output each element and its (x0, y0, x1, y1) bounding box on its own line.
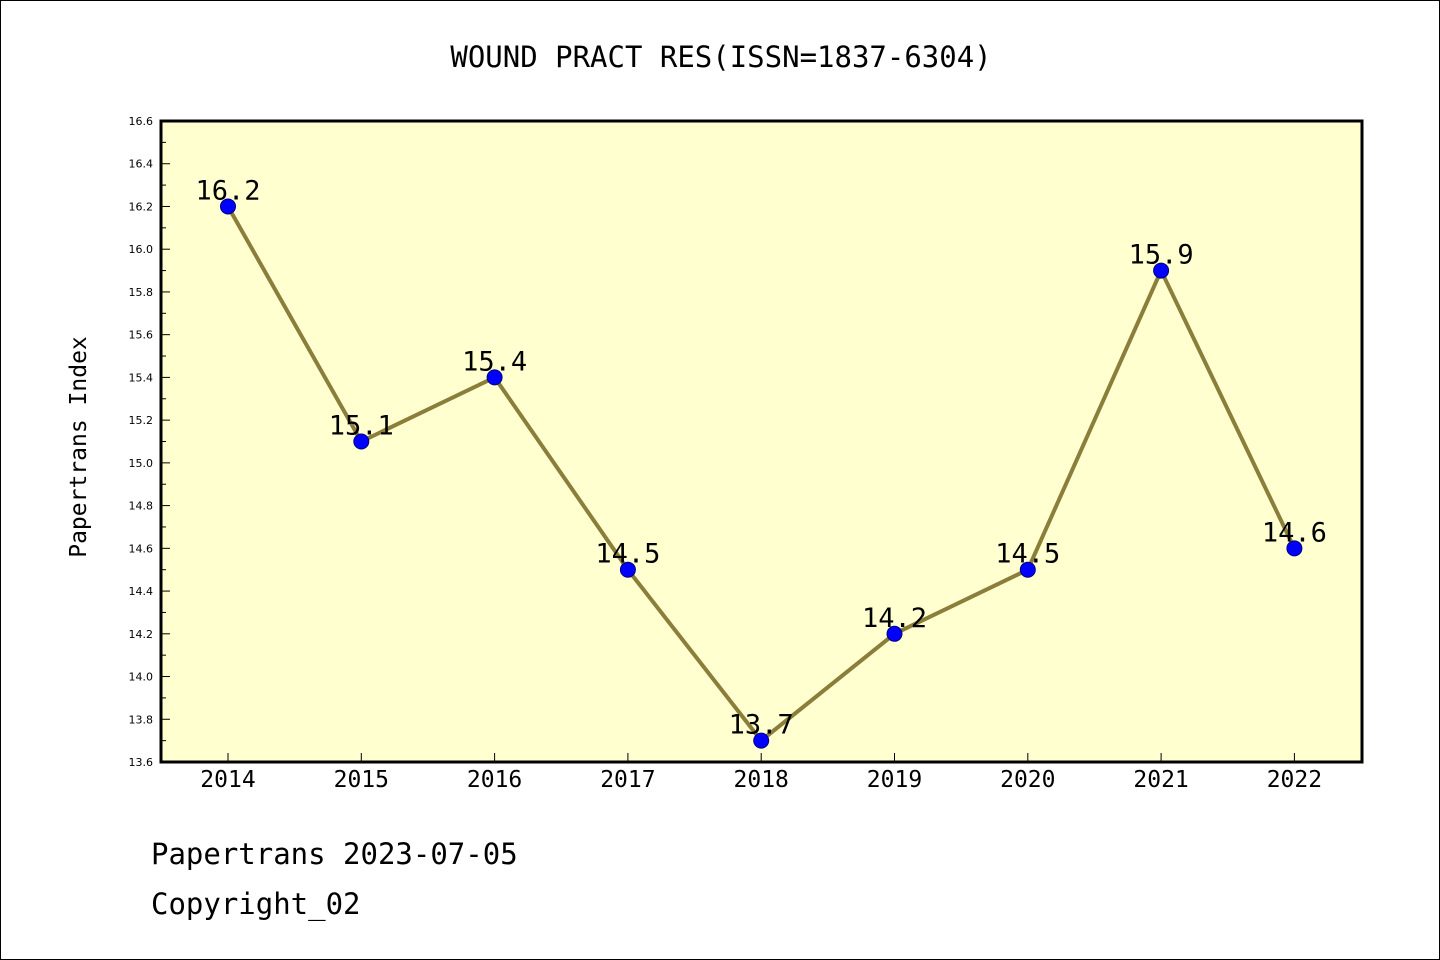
x-tick-label: 2020 (1000, 767, 1055, 793)
data-point (486, 369, 503, 386)
x-tick-label: 2022 (1267, 767, 1322, 793)
y-tick-label: 13.8 (129, 713, 154, 726)
y-tick-label: 16.4 (129, 158, 154, 171)
data-point (1019, 561, 1036, 578)
footer-date: Papertrans 2023-07-05 (151, 837, 518, 871)
data-label: 13.7 (729, 710, 794, 741)
data-label: 14.2 (862, 603, 927, 634)
x-tick-label: 2016 (467, 767, 522, 793)
data-label: 14.5 (595, 539, 660, 570)
x-tick-label: 2018 (734, 767, 789, 793)
y-tick-label: 16.0 (129, 243, 154, 256)
plot-area (159, 119, 1364, 764)
y-axis: 13.6 13.8 14.0 14.2 14.4 14.6 14.8 15.0 15.2 15.4… (129, 115, 170, 769)
data-point (753, 732, 770, 749)
y-tick-label: 15.4 (129, 371, 154, 384)
data-label: 14.5 (995, 539, 1060, 570)
y-tick-label: 15.6 (129, 329, 154, 342)
x-tick-label: 2021 (1133, 767, 1188, 793)
y-tick-label: 14.0 (129, 671, 154, 684)
data-point (1286, 540, 1303, 557)
y-tick-label: 15.0 (129, 457, 154, 470)
data-point (886, 625, 903, 642)
y-tick-label: 16.6 (129, 115, 154, 128)
data-label: 15.4 (462, 346, 527, 377)
chart-title: WOUND PRACT RES(ISSN=1837-6304) (450, 40, 991, 74)
y-tick-label: 14.2 (129, 628, 154, 641)
data-label: 14.6 (1262, 517, 1327, 548)
data-point (619, 561, 636, 578)
data-labels: 16.2 15.1 15.4 14.5 13.7 14.2 14.5 15.9 14.6 (195, 175, 1326, 740)
y-tick-label: 16.2 (129, 200, 154, 213)
y-tick-label: 13.6 (129, 756, 154, 769)
data-label: 15.9 (1129, 240, 1194, 271)
x-tick-label: 2019 (867, 767, 922, 793)
data-label: 16.2 (195, 175, 260, 206)
y-tick-label: 14.6 (129, 542, 154, 555)
x-tick-label: 2015 (334, 767, 389, 793)
y-tick-label: 15.8 (129, 286, 154, 299)
y-tick-label: 15.2 (129, 414, 154, 427)
data-label: 15.1 (329, 411, 394, 442)
data-points (220, 198, 1303, 749)
x-tick-label: 2017 (600, 767, 655, 793)
y-tick-label: 14.4 (129, 585, 154, 598)
data-point (220, 198, 236, 215)
x-axis: 2014 2015 2016 2017 2018 2019 2020 2021 2022 (200, 753, 1322, 793)
data-point (1153, 262, 1170, 279)
footer-copyright: Copyright_02 (151, 887, 361, 921)
y-tick-label: 14.8 (129, 500, 154, 513)
x-tick-label: 2014 (200, 767, 255, 793)
y-axis-label: Papertrans Index (66, 336, 92, 558)
data-point (353, 433, 370, 450)
